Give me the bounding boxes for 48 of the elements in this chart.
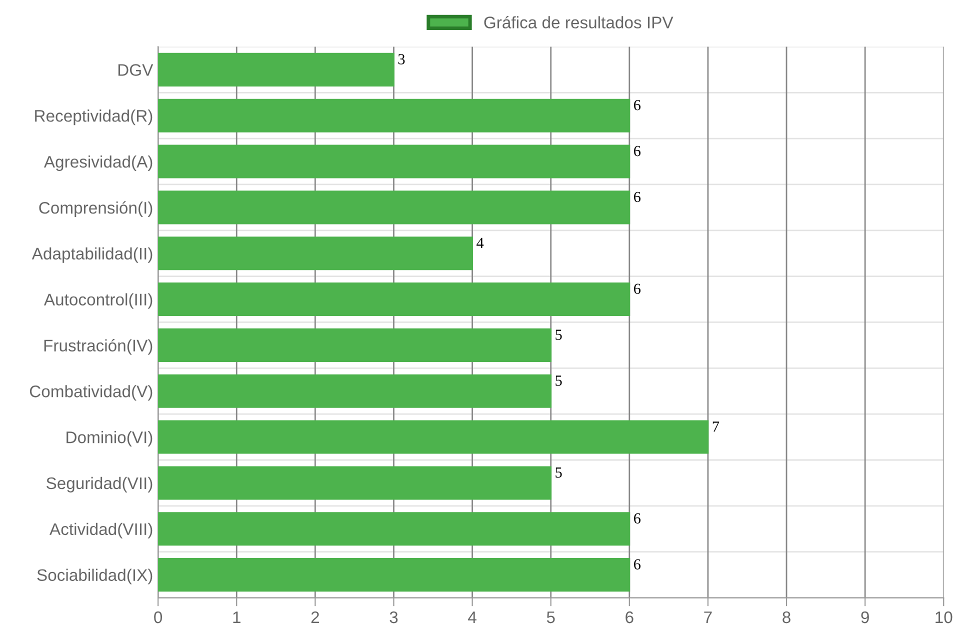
bar <box>158 236 473 270</box>
bar <box>158 558 630 592</box>
x-tick-label: 7 <box>704 612 712 624</box>
data-label: 3 <box>398 54 405 64</box>
y-tick-label: Combatividad(V) <box>30 385 152 401</box>
data-label: 6 <box>634 513 641 524</box>
x-tick-label: 10 <box>936 611 952 624</box>
data-label: 5 <box>556 330 562 340</box>
data-label: 7 <box>712 422 720 432</box>
data-label: 6 <box>634 559 641 570</box>
y-tick-label: DGV <box>118 64 154 76</box>
legend-label: Gráfica de resultados IPV <box>484 16 674 28</box>
x-tick-label: 5 <box>546 612 555 624</box>
bar <box>158 466 552 500</box>
x-tick-label: 3 <box>390 611 398 624</box>
data-label: 6 <box>634 100 641 110</box>
y-tick-label: Agresividad(A) <box>44 155 152 172</box>
x-tick-label: 1 <box>233 612 240 624</box>
bar <box>158 144 630 178</box>
x-tick-label: 6 <box>626 611 634 624</box>
y-tick-label: Comprensión(I) <box>39 201 152 218</box>
data-label: 6 <box>634 192 641 202</box>
x-tick-label: 0 <box>154 611 162 624</box>
data-label: 4 <box>476 238 484 248</box>
y-tick-label: Adaptabilidad(II) <box>32 247 152 263</box>
bar <box>158 512 630 546</box>
y-tick-label: Autocontrol(III) <box>44 293 152 309</box>
x-tick-label: 2 <box>311 611 319 624</box>
data-label: 5 <box>556 467 562 478</box>
bar <box>158 328 552 362</box>
y-tick-label: Actividad(VIII) <box>50 522 152 538</box>
bar <box>158 420 709 454</box>
y-tick-label: Sociabilidad(IX) <box>37 568 152 584</box>
y-tick-label: Seguridad(VII) <box>46 476 152 492</box>
y-tick-label: Receptividad(R) <box>35 110 152 126</box>
bar <box>158 190 630 224</box>
bar <box>158 52 394 86</box>
y-tick-label: Dominio(VI) <box>66 431 152 447</box>
bar <box>158 282 630 316</box>
bar <box>158 374 552 408</box>
data-label: 6 <box>634 284 641 294</box>
x-tick-label: 9 <box>861 611 869 624</box>
bar <box>158 98 630 132</box>
data-label: 6 <box>634 146 641 156</box>
x-tick-label: 8 <box>782 611 790 624</box>
x-tick-label: 4 <box>468 612 476 624</box>
y-tick-label: Frustración(IV) <box>44 339 152 355</box>
data-label: 5 <box>556 376 562 386</box>
